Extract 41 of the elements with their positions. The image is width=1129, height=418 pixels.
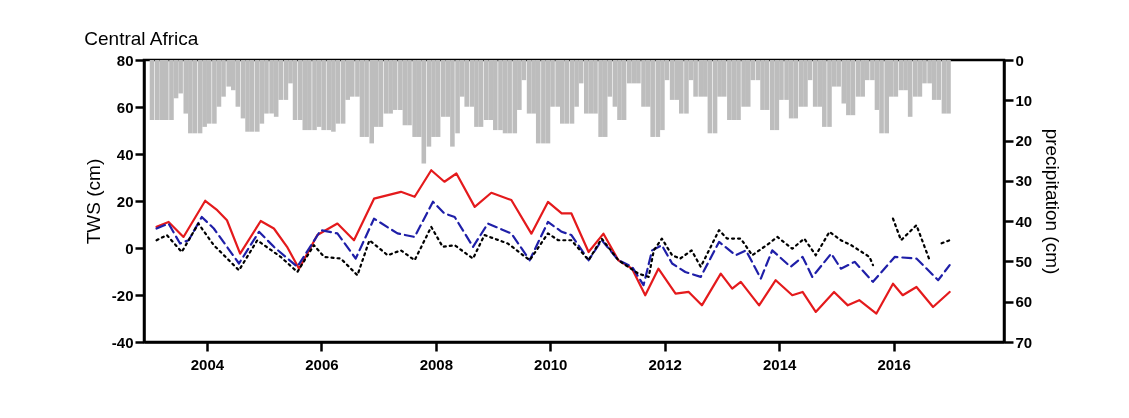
x-tick-label: 2006 (305, 355, 339, 373)
bar (302, 60, 308, 131)
y-tick-label: 60 (116, 98, 134, 116)
bar (559, 60, 565, 124)
x-tick-label: 2012 (648, 355, 682, 373)
bar (388, 60, 393, 114)
bar (474, 60, 479, 127)
x-tick-label: 2010 (534, 355, 568, 373)
y2-axis-title: precipitation (cm) (1042, 128, 1064, 275)
y-tick-label: -20 (111, 286, 134, 304)
bar (245, 60, 250, 132)
bar (803, 60, 808, 107)
x-tick-label: 2016 (877, 355, 911, 373)
x-tick-label: 2014 (762, 355, 797, 373)
bar (793, 60, 799, 119)
y-tick-label: -40 (111, 333, 134, 351)
y-tick-label: 80 (116, 51, 134, 69)
x-tick-label: 2004 (190, 355, 225, 373)
y2-tick-label: 70 (1015, 333, 1033, 351)
y2-tick-label: 10 (1015, 91, 1033, 109)
bar (946, 60, 951, 114)
y2-tick-label: 40 (1015, 212, 1033, 230)
y-tick-label: 20 (116, 192, 134, 210)
y-axis-title: TWS (cm) (82, 158, 104, 245)
line-series (155, 169, 951, 315)
y2-tick-label: 30 (1015, 172, 1033, 190)
bar (745, 60, 751, 107)
x-tick-label: 2008 (419, 355, 453, 373)
bar (617, 60, 622, 121)
y2-tick-label: 0 (1015, 51, 1024, 69)
y-tick-label: 40 (116, 145, 134, 163)
bar (331, 60, 336, 132)
y2-tick-label: 20 (1015, 132, 1033, 150)
line-series (155, 200, 951, 287)
chart-title: Central Africa (84, 28, 199, 49)
bar (760, 60, 765, 110)
bar (159, 60, 165, 121)
y-tick-label: 0 (125, 239, 134, 257)
y2-tick-label: 60 (1015, 293, 1033, 311)
bar (769, 60, 775, 131)
y2-tick-label: 50 (1015, 252, 1033, 270)
